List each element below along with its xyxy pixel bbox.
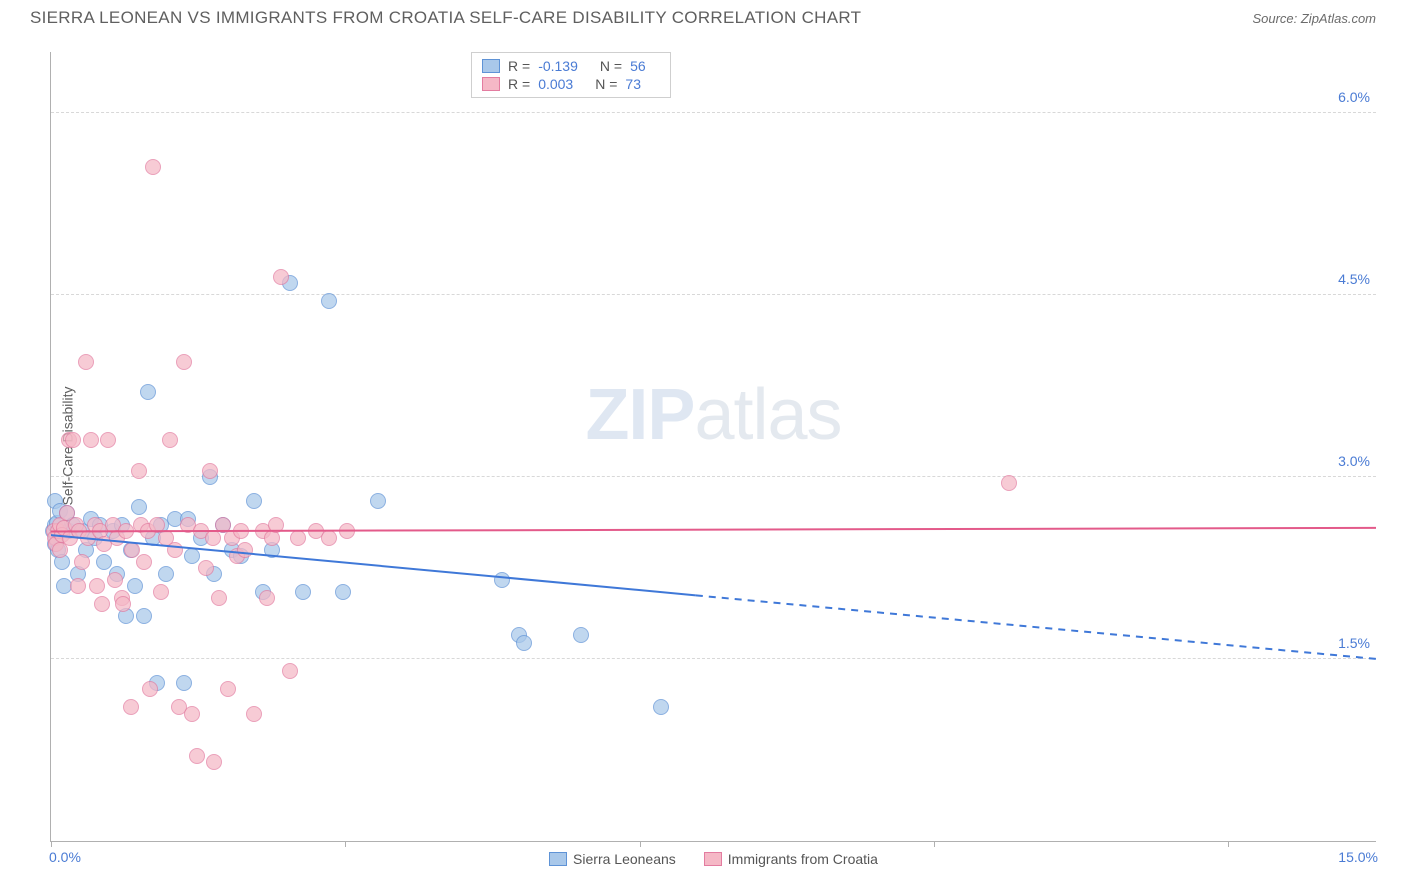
n-label-0: N =: [600, 58, 622, 74]
scatter-point: [65, 432, 81, 448]
x-tick: [1228, 841, 1229, 847]
scatter-point: [131, 499, 147, 515]
gridline: [51, 294, 1376, 295]
x-tick: [934, 841, 935, 847]
scatter-point: [653, 699, 669, 715]
scatter-point: [83, 432, 99, 448]
scatter-point: [136, 554, 152, 570]
scatter-point: [131, 463, 147, 479]
r-value-1: 0.003: [538, 76, 573, 92]
scatter-point: [167, 542, 183, 558]
legend-swatch-1: [482, 77, 500, 91]
scatter-point: [115, 596, 131, 612]
scatter-point: [89, 578, 105, 594]
scatter-point: [295, 584, 311, 600]
n-label-1: N =: [595, 76, 617, 92]
scatter-point: [211, 590, 227, 606]
scatter-point: [1001, 475, 1017, 491]
series-name-1: Immigrants from Croatia: [728, 851, 878, 867]
x-tick: [51, 841, 52, 847]
scatter-point: [259, 590, 275, 606]
x-tick: [640, 841, 641, 847]
watermark-rest: atlas: [694, 375, 841, 455]
scatter-point: [158, 566, 174, 582]
scatter-point: [321, 293, 337, 309]
scatter-point: [162, 432, 178, 448]
gridline: [51, 476, 1376, 477]
scatter-point: [176, 354, 192, 370]
series-name-0: Sierra Leoneans: [573, 851, 676, 867]
scatter-point: [233, 523, 249, 539]
scatter-point: [321, 530, 337, 546]
series-legend-item-0: Sierra Leoneans: [549, 851, 676, 867]
scatter-point: [94, 596, 110, 612]
scatter-point: [339, 523, 355, 539]
gridline: [51, 112, 1376, 113]
scatter-point: [290, 530, 306, 546]
scatter-point: [153, 584, 169, 600]
x-tick: [345, 841, 346, 847]
scatter-point: [136, 608, 152, 624]
chart-title: SIERRA LEONEAN VS IMMIGRANTS FROM CROATI…: [30, 8, 861, 28]
source-attribution: Source: ZipAtlas.com: [1252, 11, 1376, 26]
scatter-point: [202, 463, 218, 479]
scatter-point: [70, 578, 86, 594]
x-min-label: 0.0%: [49, 849, 81, 865]
scatter-point: [494, 572, 510, 588]
scatter-point: [189, 748, 205, 764]
legend-swatch-0: [482, 59, 500, 73]
scatter-point: [220, 681, 236, 697]
scatter-point: [184, 548, 200, 564]
scatter-chart: ZIPatlas R = -0.139 N = 56 R = 0.003 N =…: [50, 52, 1376, 842]
legend-row-1: R = 0.003 N = 73: [482, 75, 660, 93]
n-value-1: 73: [625, 76, 641, 92]
y-tick-label: 4.5%: [1338, 271, 1370, 287]
r-value-0: -0.139: [538, 58, 578, 74]
correlation-legend: R = -0.139 N = 56 R = 0.003 N = 73: [471, 52, 671, 98]
r-label-1: R =: [508, 76, 530, 92]
scatter-point: [516, 635, 532, 651]
series-legend: Sierra Leoneans Immigrants from Croatia: [51, 851, 1376, 867]
scatter-point: [206, 754, 222, 770]
scatter-point: [145, 159, 161, 175]
scatter-point: [246, 706, 262, 722]
scatter-point: [237, 542, 253, 558]
y-tick-label: 3.0%: [1338, 453, 1370, 469]
scatter-point: [176, 675, 192, 691]
scatter-point: [96, 554, 112, 570]
scatter-point: [140, 384, 156, 400]
scatter-point: [573, 627, 589, 643]
watermark-text: ZIPatlas: [585, 374, 841, 456]
scatter-point: [246, 493, 262, 509]
scatter-point: [335, 584, 351, 600]
scatter-point: [273, 269, 289, 285]
scatter-point: [123, 699, 139, 715]
scatter-point: [127, 578, 143, 594]
scatter-point: [142, 681, 158, 697]
scatter-point: [118, 523, 134, 539]
n-value-0: 56: [630, 58, 646, 74]
scatter-point: [100, 432, 116, 448]
watermark-bold: ZIP: [585, 375, 694, 455]
scatter-point: [198, 560, 214, 576]
scatter-point: [268, 517, 284, 533]
scatter-point: [370, 493, 386, 509]
y-tick-label: 1.5%: [1338, 635, 1370, 651]
x-max-label: 15.0%: [1338, 849, 1378, 865]
series-legend-item-1: Immigrants from Croatia: [704, 851, 878, 867]
scatter-point: [282, 663, 298, 679]
scatter-point: [74, 554, 90, 570]
legend-row-0: R = -0.139 N = 56: [482, 57, 660, 75]
trend-lines: [51, 52, 1376, 841]
series-swatch-0: [549, 852, 567, 866]
scatter-point: [184, 706, 200, 722]
y-tick-label: 6.0%: [1338, 89, 1370, 105]
r-label-0: R =: [508, 58, 530, 74]
scatter-point: [78, 354, 94, 370]
series-swatch-1: [704, 852, 722, 866]
scatter-point: [107, 572, 123, 588]
gridline: [51, 658, 1376, 659]
